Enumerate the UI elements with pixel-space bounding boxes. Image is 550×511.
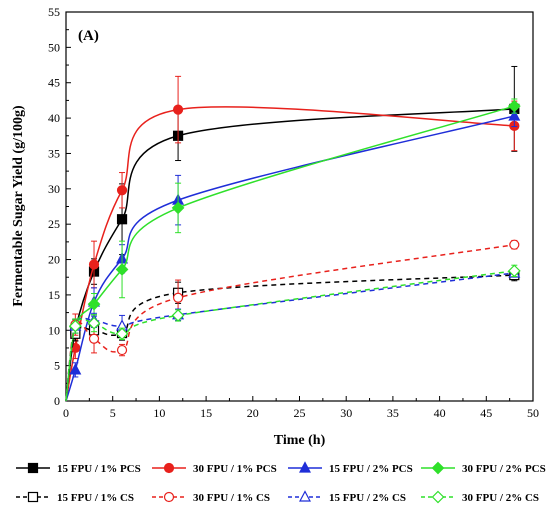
data-point [171,309,185,322]
legend-label: 15 FPU / 1% CS [57,492,134,504]
legend-marker [299,490,311,502]
y-tick-label: 45 [48,76,60,90]
legend-label: 15 FPU / 2% PCS [329,463,413,475]
legend-label: 30 FPU / 2% PCS [462,463,546,475]
data-point [87,297,101,311]
y-tick-label: 10 [48,323,60,337]
data-point [115,327,129,341]
y-tick-label: 15 [48,288,60,302]
x-tick-label: 50 [527,406,539,420]
series-layer [65,65,521,402]
legend-item: 15 FPU / 2% CS [288,490,406,504]
legend-marker [27,462,39,474]
data-point [115,263,129,276]
data-point [507,99,521,113]
data-point [172,104,184,115]
y-tick-label: 35 [48,146,60,160]
data-point [88,333,100,344]
legend: 15 FPU / 1% PCS 30 FPU / 1% PCS 15 FPU / 2… [16,461,546,504]
legend-label: 15 FPU / 1% PCS [57,463,141,475]
x-tick-label: 45 [480,406,492,420]
legend-item: 15 FPU / 1% PCS [16,462,141,475]
legend-item: 15 FPU / 2% PCS [288,461,413,475]
x-tick-label: 40 [434,406,446,420]
legend-label: 15 FPU / 2% CS [329,492,406,504]
legend-item: 30 FPU / 1% CS [152,491,270,504]
x-tick-label: 30 [340,406,352,420]
series-line [65,115,515,402]
legend-marker [431,490,445,504]
data-point [68,319,82,333]
series-7 [65,264,521,402]
data-point [172,292,184,303]
data-point [87,316,101,330]
data-point [69,363,82,375]
legend-marker [431,461,445,475]
data-point [508,109,521,121]
series-1 [65,75,520,402]
legend-marker [299,461,311,473]
data-point [171,201,185,215]
data-point [509,239,520,250]
legend-item: 15 FPU / 1% CS [16,491,134,504]
data-point [116,214,128,225]
legend-label: 30 FPU / 1% PCS [193,463,277,475]
series-line [65,106,515,402]
legend-marker [163,491,175,503]
x-tick-label: 35 [387,406,399,420]
series-line [65,270,515,402]
series-3 [65,98,521,402]
x-tick-label: 20 [247,406,259,420]
legend-item: 30 FPU / 2% CS [421,490,539,504]
series-line [65,272,515,402]
legend-marker [163,462,175,474]
data-point [88,259,100,270]
x-tick-label: 25 [294,406,306,420]
y-tick-label: 0 [54,394,60,408]
series-5 [65,239,520,402]
x-tick-label: 5 [110,406,116,420]
legend-item: 30 FPU / 2% PCS [421,461,546,475]
series-line [65,108,515,402]
series-line [65,105,515,402]
series-line [65,274,515,402]
legend-label: 30 FPU / 1% CS [193,492,270,504]
plot-frame [65,11,534,402]
data-point [507,264,521,278]
y-tick-label: 5 [54,359,60,373]
y-tick-label: 55 [48,5,60,19]
y-tick-label: 20 [48,253,60,267]
data-point [116,185,128,196]
legend-label: 30 FPU / 2% CS [462,492,539,504]
panel-label: (A) [78,28,99,44]
legend-item: 30 FPU / 1% PCS [152,462,277,475]
y-tick-label: 50 [48,40,60,54]
x-axis-title: Time (h) [274,433,326,448]
legend-marker [27,491,39,503]
y-tick-label: 30 [48,182,60,196]
series-0 [65,65,520,402]
data-point [116,344,128,356]
axis-ticks: 0 5 10 15 20 25 30 35 40 45 50 0 5 10 15 20 25 30 35 40 45 50… [48,5,539,420]
series-4 [65,268,520,402]
x-tick-label: 15 [200,406,212,420]
y-axis-title: Fermentable Sugar Yield (g/100g) [11,105,26,307]
y-tick-label: 40 [48,111,60,125]
series-6 [65,266,521,402]
y-tick-label: 25 [48,217,60,231]
x-tick-label: 0 [63,406,69,420]
x-tick-label: 10 [153,406,165,420]
